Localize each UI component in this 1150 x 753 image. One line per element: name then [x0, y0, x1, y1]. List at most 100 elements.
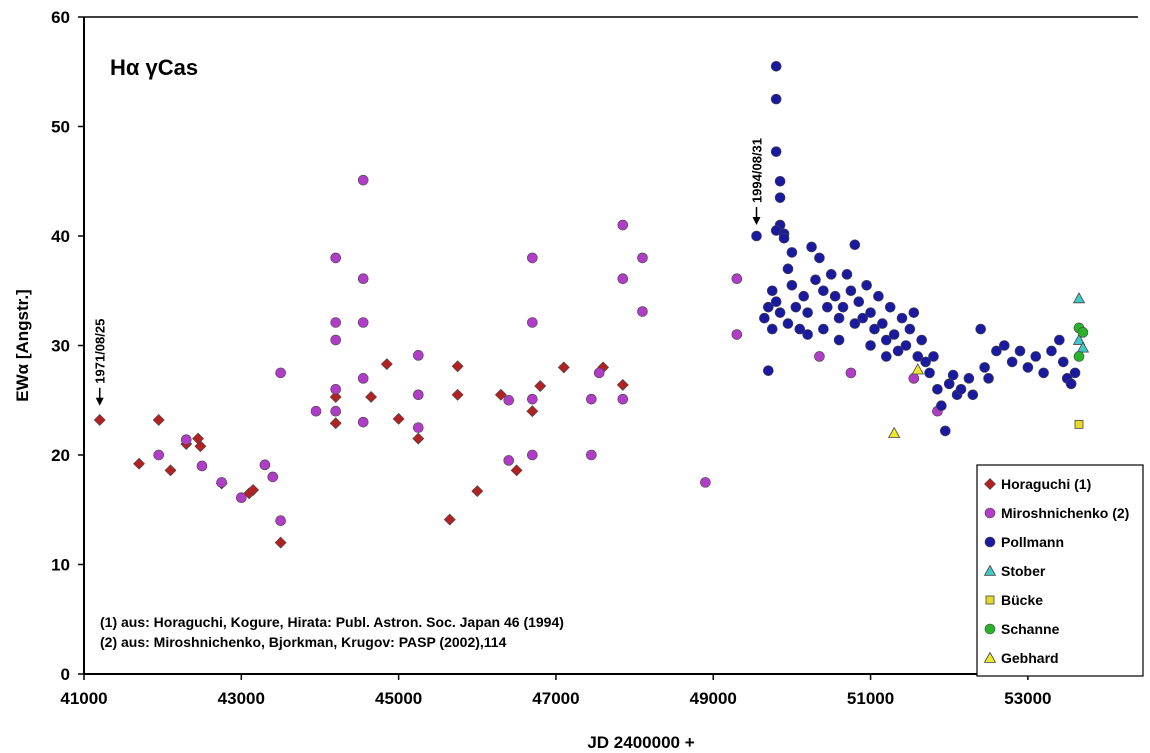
point-miroshnichenko-2 — [412, 389, 424, 401]
point-pollmann — [924, 367, 935, 379]
axes: 0 10 20 30 40 50 60 41000 43000 45000 47000 49000 51… — [51, 8, 1138, 708]
point-pollmann — [845, 285, 857, 297]
point-miroshnichenko-2 — [412, 350, 424, 361]
legend-label-stober: Stober — [1001, 563, 1046, 579]
point-pollmann — [770, 146, 782, 157]
point-stober — [1072, 292, 1086, 304]
point-pollmann — [825, 269, 837, 280]
legend-marker-schanne — [984, 623, 996, 635]
point-miroshnichenko-2 — [731, 273, 743, 285]
point-pollmann — [782, 263, 794, 275]
point-miroshnichenko-2 — [357, 174, 369, 186]
point-pollmann — [810, 274, 821, 286]
point-pollmann — [1069, 367, 1081, 379]
point-pollmann — [841, 269, 853, 280]
point-horaguchi-1 — [133, 457, 145, 470]
point-pollmann — [916, 334, 927, 346]
data-points — [93, 60, 1090, 549]
point-pollmann — [967, 389, 979, 401]
point-pollmann — [774, 175, 786, 187]
x-tick-label: 49000 — [690, 689, 737, 708]
point-pollmann — [798, 290, 810, 302]
point-pollmann — [1054, 334, 1065, 346]
legend-label-pollmann: Pollmann — [1001, 534, 1064, 550]
chart-title: Hα γCas — [110, 55, 198, 80]
point-miroshnichenko-2 — [700, 477, 711, 488]
point-pollmann — [932, 383, 943, 395]
point-pollmann — [822, 301, 833, 313]
point-miroshnichenko-2 — [275, 515, 286, 527]
legend-label-horaguchi-1: Horaguchi (1) — [1001, 476, 1091, 492]
point-pollmann — [892, 345, 904, 357]
point-pollmann — [786, 279, 798, 291]
point-pollmann — [983, 373, 994, 384]
point-pollmann — [1057, 356, 1069, 368]
point-horaguchi-1 — [471, 485, 484, 498]
point-horaguchi-1 — [412, 432, 425, 445]
point-pollmann — [786, 247, 798, 258]
legend-label-miroshnichenko-2: Miroshnichenko (2) — [1001, 505, 1129, 521]
x-tick-label: 43000 — [218, 689, 265, 708]
point-pollmann — [770, 296, 782, 308]
point-pollmann — [928, 351, 939, 362]
legend-marker-miroshnichenko-2 — [984, 507, 996, 519]
point-pollmann — [880, 351, 892, 362]
point-horaguchi-1 — [247, 484, 260, 496]
point-miroshnichenko-2 — [586, 393, 597, 405]
point-pollmann — [975, 323, 986, 335]
point-pollmann — [759, 312, 770, 324]
point-miroshnichenko-2 — [617, 219, 629, 231]
point-pollmann — [763, 301, 774, 313]
point-miroshnichenko-2 — [153, 449, 165, 461]
point-horaguchi-1 — [451, 360, 464, 373]
point-horaguchi-1 — [164, 464, 177, 477]
point-pollmann — [869, 323, 880, 335]
point-miroshnichenko-2 — [357, 416, 369, 428]
y-tick-label: 10 — [51, 556, 70, 575]
reference-note: (2) aus: Miroshnichenko, Bjorkman, Krugo… — [100, 634, 507, 650]
point-pollmann — [833, 312, 845, 324]
point-horaguchi-1 — [392, 412, 405, 425]
point-horaguchi-1 — [443, 513, 456, 526]
point-miroshnichenko-2 — [216, 477, 227, 488]
point-miroshnichenko-2 — [814, 351, 825, 362]
point-miroshnichenko-2 — [527, 449, 538, 461]
point-miroshnichenko-2 — [275, 367, 286, 379]
x-tick-label: 47000 — [532, 689, 579, 708]
point-pollmann — [774, 192, 786, 203]
point-pollmann — [1014, 345, 1026, 357]
legend-marker-pollmann — [984, 536, 996, 548]
point-pollmann — [991, 345, 1002, 357]
point-pollmann — [1038, 367, 1049, 379]
point-miroshnichenko-2 — [731, 329, 743, 340]
point-pollmann — [849, 318, 861, 329]
annotation-arrow-head — [95, 397, 104, 406]
point-miroshnichenko-2 — [267, 471, 279, 483]
y-axis-title: EWα [Angstr.] — [13, 289, 32, 401]
point-pollmann — [833, 334, 845, 346]
point-miroshnichenko-2 — [330, 405, 342, 417]
point-miroshnichenko-2 — [527, 252, 538, 264]
point-pollmann — [770, 93, 782, 105]
x-tick-label: 51000 — [847, 689, 894, 708]
point-miroshnichenko-2 — [330, 383, 342, 395]
point-pollmann — [774, 307, 786, 318]
point-pollmann — [1065, 378, 1077, 390]
point-pollmann — [955, 383, 967, 395]
annotation-arrow-head — [752, 217, 761, 226]
point-pollmann — [829, 290, 841, 302]
point-pollmann — [908, 307, 920, 318]
annotation-label: 1971/08/25 — [93, 319, 108, 384]
legend: Horaguchi (1) Miroshnichenko (2) Pollmann S… — [976, 464, 1144, 677]
point-pollmann — [818, 285, 829, 297]
annotation-label: 1994/08/31 — [750, 138, 765, 203]
point-pollmann — [806, 241, 817, 253]
point-pollmann — [936, 400, 947, 412]
point-pollmann — [998, 340, 1010, 351]
x-tick-label: 45000 — [375, 689, 422, 708]
point-horaguchi-1 — [152, 414, 165, 426]
point-miroshnichenko-2 — [845, 367, 857, 379]
text-labels: JD 2400000 + EWα [Angstr.] Hα γCas 1971/08/… — [13, 55, 765, 752]
legend-marker-b-cke — [985, 595, 995, 605]
